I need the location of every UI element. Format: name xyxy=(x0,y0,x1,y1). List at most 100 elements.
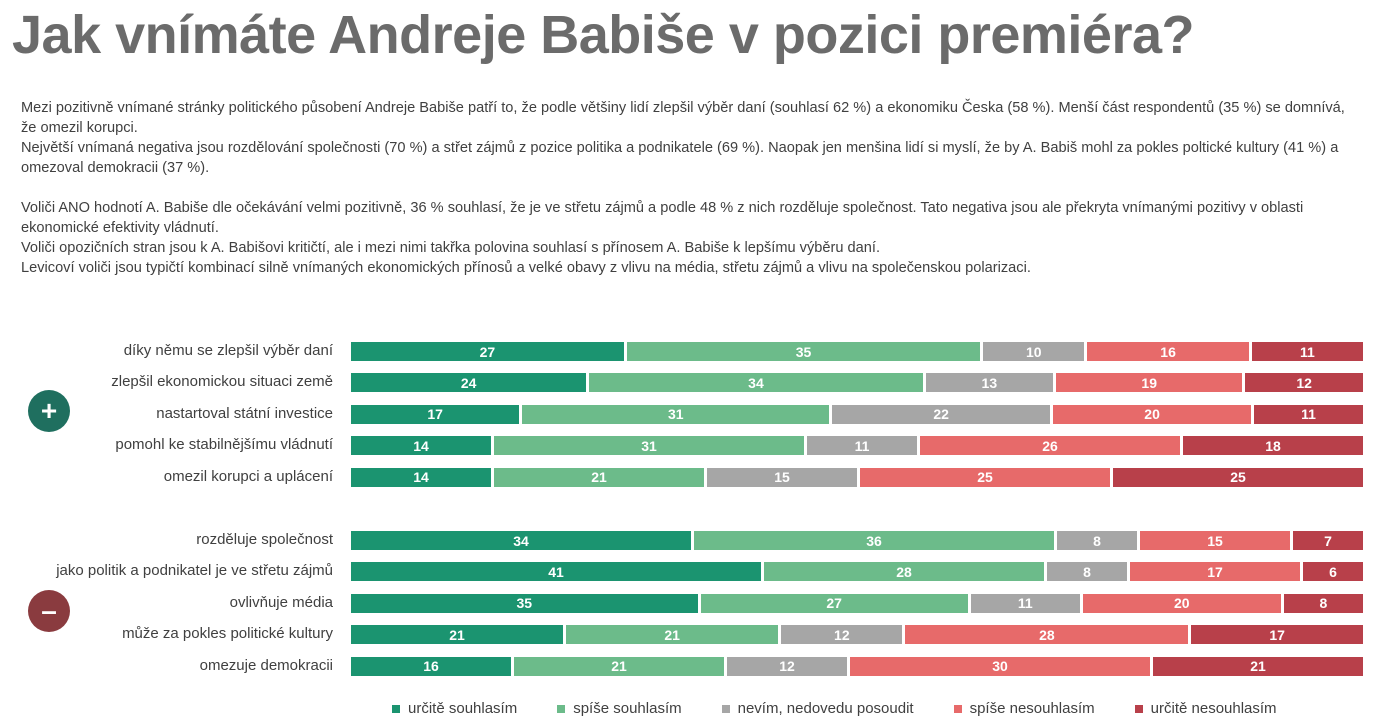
bar-segment: 34 xyxy=(351,531,691,550)
bar-value-label: 27 xyxy=(826,595,842,612)
bar-value-label: 31 xyxy=(667,406,684,423)
bar-value-label: 21 xyxy=(664,626,680,643)
bar-value-label: 8 xyxy=(1093,532,1101,549)
bar-segment: 12 xyxy=(1245,373,1363,393)
plus-badge-icon: + xyxy=(28,390,70,432)
bar-segment: 11 xyxy=(970,593,1080,613)
bar-value-label: 14 xyxy=(413,437,429,454)
bar-segment: 8 xyxy=(1283,593,1363,613)
bar-segment: 8 xyxy=(1047,562,1127,582)
bar-value-label: 17 xyxy=(427,406,443,423)
description: Mezi pozitivně vnímané stránky politické… xyxy=(21,98,1361,278)
bar-segment: 15 xyxy=(1140,531,1290,550)
bar-segment: 12 xyxy=(781,625,903,645)
legend-label: spíše souhlasím xyxy=(573,700,682,717)
legend-item: spíše souhlasím xyxy=(557,700,682,717)
bar-value-label: 24 xyxy=(460,374,477,391)
bar-value-label: 41 xyxy=(548,563,564,580)
bar-value-label: 22 xyxy=(933,406,949,423)
legend-label: určitě nesouhlasím xyxy=(1150,700,1277,717)
bar-value-label: 25 xyxy=(977,469,993,486)
bar-segment: 35 xyxy=(626,342,981,361)
description-paragraph: Voliči opozičních stran jsou k A. Babišo… xyxy=(21,240,880,256)
bar-value-label: 16 xyxy=(423,658,439,675)
bar-value-label: 35 xyxy=(516,595,533,612)
legend-swatch-icon xyxy=(557,704,566,713)
bar-value-label: 25 xyxy=(1230,469,1246,486)
bar-segment: 6 xyxy=(1303,562,1363,582)
bar-value-label: 31 xyxy=(641,437,657,454)
bar-value-label: 15 xyxy=(774,469,790,486)
bar-segment: 20 xyxy=(1053,404,1252,424)
bar-segment: 22 xyxy=(832,404,1051,424)
bar-segment: 12 xyxy=(727,656,847,676)
bar-segment: 15 xyxy=(707,467,857,487)
bar-segment: 17 xyxy=(1191,625,1363,645)
legend-label: nevím, nedovedu posoudit xyxy=(737,700,914,717)
legend-item: určitě souhlasím xyxy=(392,700,517,717)
bar-category-label: jako politik a podnikatel je ve střetu z… xyxy=(56,562,333,580)
legend-swatch-icon xyxy=(721,704,730,713)
bar-value-label: 13 xyxy=(981,374,998,391)
bar-category-label: díky němu se zlepšil výběr daní xyxy=(123,342,333,359)
bar-value-label: 15 xyxy=(1207,532,1223,549)
bar-value-label: 8 xyxy=(1083,563,1091,580)
bar-value-label: 26 xyxy=(1042,437,1058,454)
bar-category-label: zlepšil ekonomickou situaci země xyxy=(111,373,333,391)
bar-value-label: 11 xyxy=(1301,406,1316,423)
minus-badge-icon: – xyxy=(28,590,70,632)
bar-segment: 28 xyxy=(905,625,1189,645)
bar-value-label: 17 xyxy=(1207,563,1223,580)
bar-segment: 8 xyxy=(1057,531,1137,550)
bar-category-label: rozděluje společnost xyxy=(196,531,333,548)
bar-value-label: 28 xyxy=(896,563,912,580)
bar-segment: 21 xyxy=(1153,656,1363,676)
chart-legend: určitě souhlasím spíše souhlasím nevím, ne… xyxy=(392,700,1317,717)
description-paragraph: Největší vnímaná negativa jsou rozdělová… xyxy=(21,140,1339,176)
bar-value-label: 21 xyxy=(591,469,607,486)
bar-segment: 35 xyxy=(351,593,698,613)
bar-value-label: 10 xyxy=(1025,343,1042,360)
bar-segment: 7 xyxy=(1293,531,1363,550)
bar-value-label: 20 xyxy=(1173,595,1190,612)
bar-value-label: 8 xyxy=(1319,595,1328,612)
bar-segment: 25 xyxy=(1113,467,1363,487)
legend-swatch-icon xyxy=(953,704,962,713)
bar-segment: 10 xyxy=(983,342,1085,361)
bar-segment: 41 xyxy=(351,562,761,582)
bar-value-label: 27 xyxy=(479,343,496,360)
bar-value-label: 19 xyxy=(1141,374,1157,391)
bar-segment: 21 xyxy=(566,625,779,645)
bar-segment: 19 xyxy=(1056,373,1243,393)
bar-segment: 20 xyxy=(1082,593,1281,613)
description-paragraph: Mezi pozitivně vnímané stránky politické… xyxy=(21,100,1345,136)
bar-segment: 27 xyxy=(351,342,624,361)
bar-value-label: 7 xyxy=(1324,532,1332,549)
bar-value-label: 12 xyxy=(1296,374,1312,391)
bar-value-label: 11 xyxy=(1017,595,1033,612)
bar-segment: 25 xyxy=(860,467,1110,487)
bar-category-label: pomohl ke stabilnějšímu vládnutí xyxy=(115,436,333,454)
bar-value-label: 35 xyxy=(795,343,812,360)
bar-segment: 28 xyxy=(764,562,1044,582)
bar-segment: 21 xyxy=(351,625,564,645)
bar-segment: 18 xyxy=(1183,436,1363,456)
bar-value-label: 21 xyxy=(449,626,465,643)
bar-segment: 17 xyxy=(1130,562,1300,582)
bar-category-label: omezuje demokracii xyxy=(199,656,333,674)
legend-label: určitě souhlasím xyxy=(408,700,518,717)
bar-segment: 30 xyxy=(850,656,1150,676)
bar-segment: 27 xyxy=(700,593,968,613)
bar-segment: 17 xyxy=(351,404,520,424)
bar-segment: 11 xyxy=(1254,404,1363,424)
legend-item: nevím, nedovedu posoudit xyxy=(721,700,914,717)
bar-segment: 13 xyxy=(925,373,1054,393)
bar-value-label: 34 xyxy=(748,374,764,391)
bar-value-label: 28 xyxy=(1039,626,1055,643)
bar-segment: 31 xyxy=(522,404,830,424)
legend-item: spíše nesouhlasím xyxy=(953,700,1095,717)
bar-value-label: 6 xyxy=(1329,563,1337,580)
legend-item: určitě nesouhlasím xyxy=(1134,700,1277,717)
bar-segment: 11 xyxy=(1251,342,1363,361)
